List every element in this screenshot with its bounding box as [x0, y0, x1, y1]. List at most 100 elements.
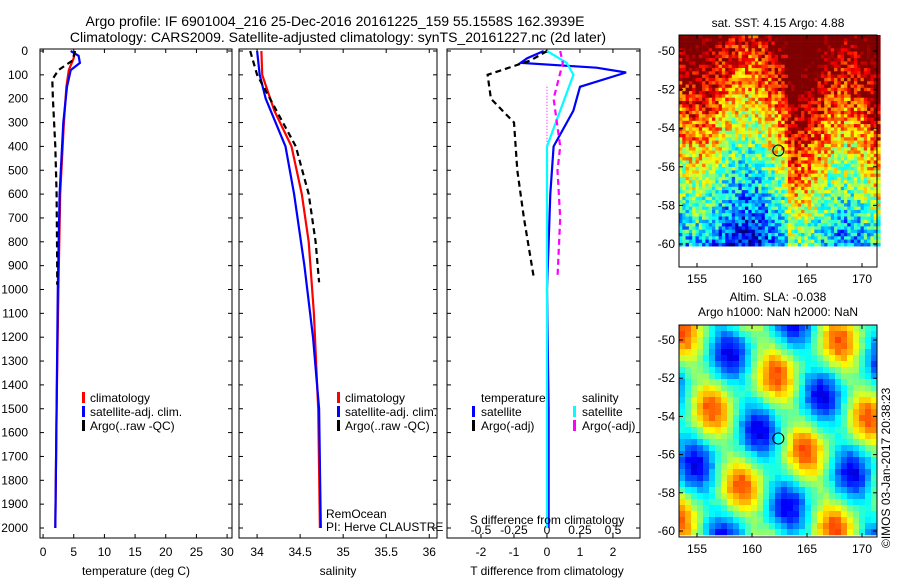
- map-cell: [877, 68, 881, 72]
- map-cell: [811, 107, 815, 112]
- map-cell: [814, 206, 818, 211]
- map-cell: [682, 64, 686, 69]
- map-cell: [764, 107, 769, 112]
- map-cell: [801, 51, 805, 56]
- map-cell: [745, 427, 752, 434]
- map-cell: [837, 239, 841, 244]
- map-cell: [844, 200, 848, 204]
- map-cell: [867, 147, 871, 151]
- map-cell: [794, 176, 799, 181]
- map-cell: [791, 150, 795, 155]
- map-cell: [705, 160, 709, 164]
- map-cell: [739, 343, 746, 350]
- map-cell: [774, 170, 779, 174]
- map-cell: [867, 223, 871, 227]
- map-cell: [827, 147, 832, 151]
- map-cell: [857, 41, 861, 46]
- map-cell: [793, 505, 800, 512]
- map-cell: [807, 114, 812, 118]
- map-cell: [741, 176, 746, 181]
- map-cell: [778, 110, 782, 115]
- map-cell: [870, 157, 874, 161]
- map-cell: [763, 487, 770, 494]
- map-cell: [685, 71, 690, 75]
- map-cell: [774, 38, 779, 42]
- map-cell: [834, 223, 838, 227]
- map-cell: [863, 236, 868, 240]
- map-cell: [745, 229, 749, 234]
- map-cell: [837, 101, 841, 105]
- map-cell: [682, 176, 686, 181]
- map-cell: [721, 427, 728, 434]
- map-cell: [830, 94, 835, 98]
- map-cell: [679, 331, 686, 338]
- map-cell: [679, 505, 686, 512]
- map-cell: [685, 349, 692, 356]
- map-cell: [705, 127, 709, 131]
- map-cell: [807, 153, 812, 158]
- map-cell: [761, 209, 766, 214]
- map-cell: [791, 160, 795, 164]
- map-cell: [793, 469, 800, 476]
- map-cell: [715, 68, 719, 72]
- map-cell: [708, 140, 713, 145]
- map-cell: [824, 209, 828, 214]
- map-cell: [715, 415, 722, 422]
- map-cell: [801, 58, 805, 62]
- map-cell: [703, 391, 710, 398]
- map-cell: [784, 134, 789, 138]
- map-cell: [725, 74, 729, 79]
- map-cell: [697, 439, 704, 446]
- map-cell: [824, 206, 828, 211]
- map-cell: [817, 511, 824, 518]
- map-cell: [847, 385, 854, 392]
- map-cell: [685, 445, 692, 452]
- map-cell: [738, 153, 742, 158]
- map-cell: [688, 229, 693, 234]
- map-cell: [758, 84, 762, 89]
- map-cell: [764, 44, 769, 49]
- map-cell: [841, 445, 848, 452]
- map-cell: [877, 77, 881, 82]
- map-cell: [769, 337, 776, 344]
- map-cell: [685, 499, 692, 506]
- map-cell: [768, 71, 772, 75]
- map-cell: [682, 233, 686, 237]
- map-cell: [721, 469, 728, 476]
- map-cell: [682, 143, 686, 148]
- map-cell: [685, 529, 692, 536]
- map-cell: [781, 433, 788, 440]
- map-cell: [830, 213, 835, 217]
- map-cell: [757, 421, 764, 428]
- map-cell: [692, 134, 696, 138]
- map-cell: [715, 61, 719, 65]
- map-cell: [877, 91, 881, 95]
- map-cell: [692, 101, 696, 105]
- map-cell: [698, 87, 703, 92]
- map-cell: [708, 150, 713, 155]
- map-cell: [857, 183, 861, 188]
- map-cell: [703, 421, 710, 428]
- map-cell: [844, 147, 848, 151]
- map-cell: [787, 361, 794, 368]
- lat-tick-label: -50: [658, 44, 676, 58]
- map-cell: [728, 84, 733, 89]
- map-cell: [827, 196, 832, 201]
- map-cell: [805, 463, 812, 470]
- map-cell: [794, 180, 799, 184]
- map-cell: [787, 143, 792, 148]
- map-cell: [712, 84, 716, 89]
- map-cell: [805, 415, 812, 422]
- map-cell: [771, 140, 775, 145]
- map-cell: [829, 391, 836, 398]
- map-cell: [697, 451, 704, 458]
- map-cell: [807, 180, 812, 184]
- map-cell: [817, 61, 822, 65]
- map-cell: [834, 160, 838, 164]
- map-cell: [791, 77, 795, 82]
- map-cell: [712, 87, 716, 92]
- map-cell: [764, 87, 769, 92]
- map-cell: [708, 160, 713, 164]
- map-cell: [685, 140, 690, 145]
